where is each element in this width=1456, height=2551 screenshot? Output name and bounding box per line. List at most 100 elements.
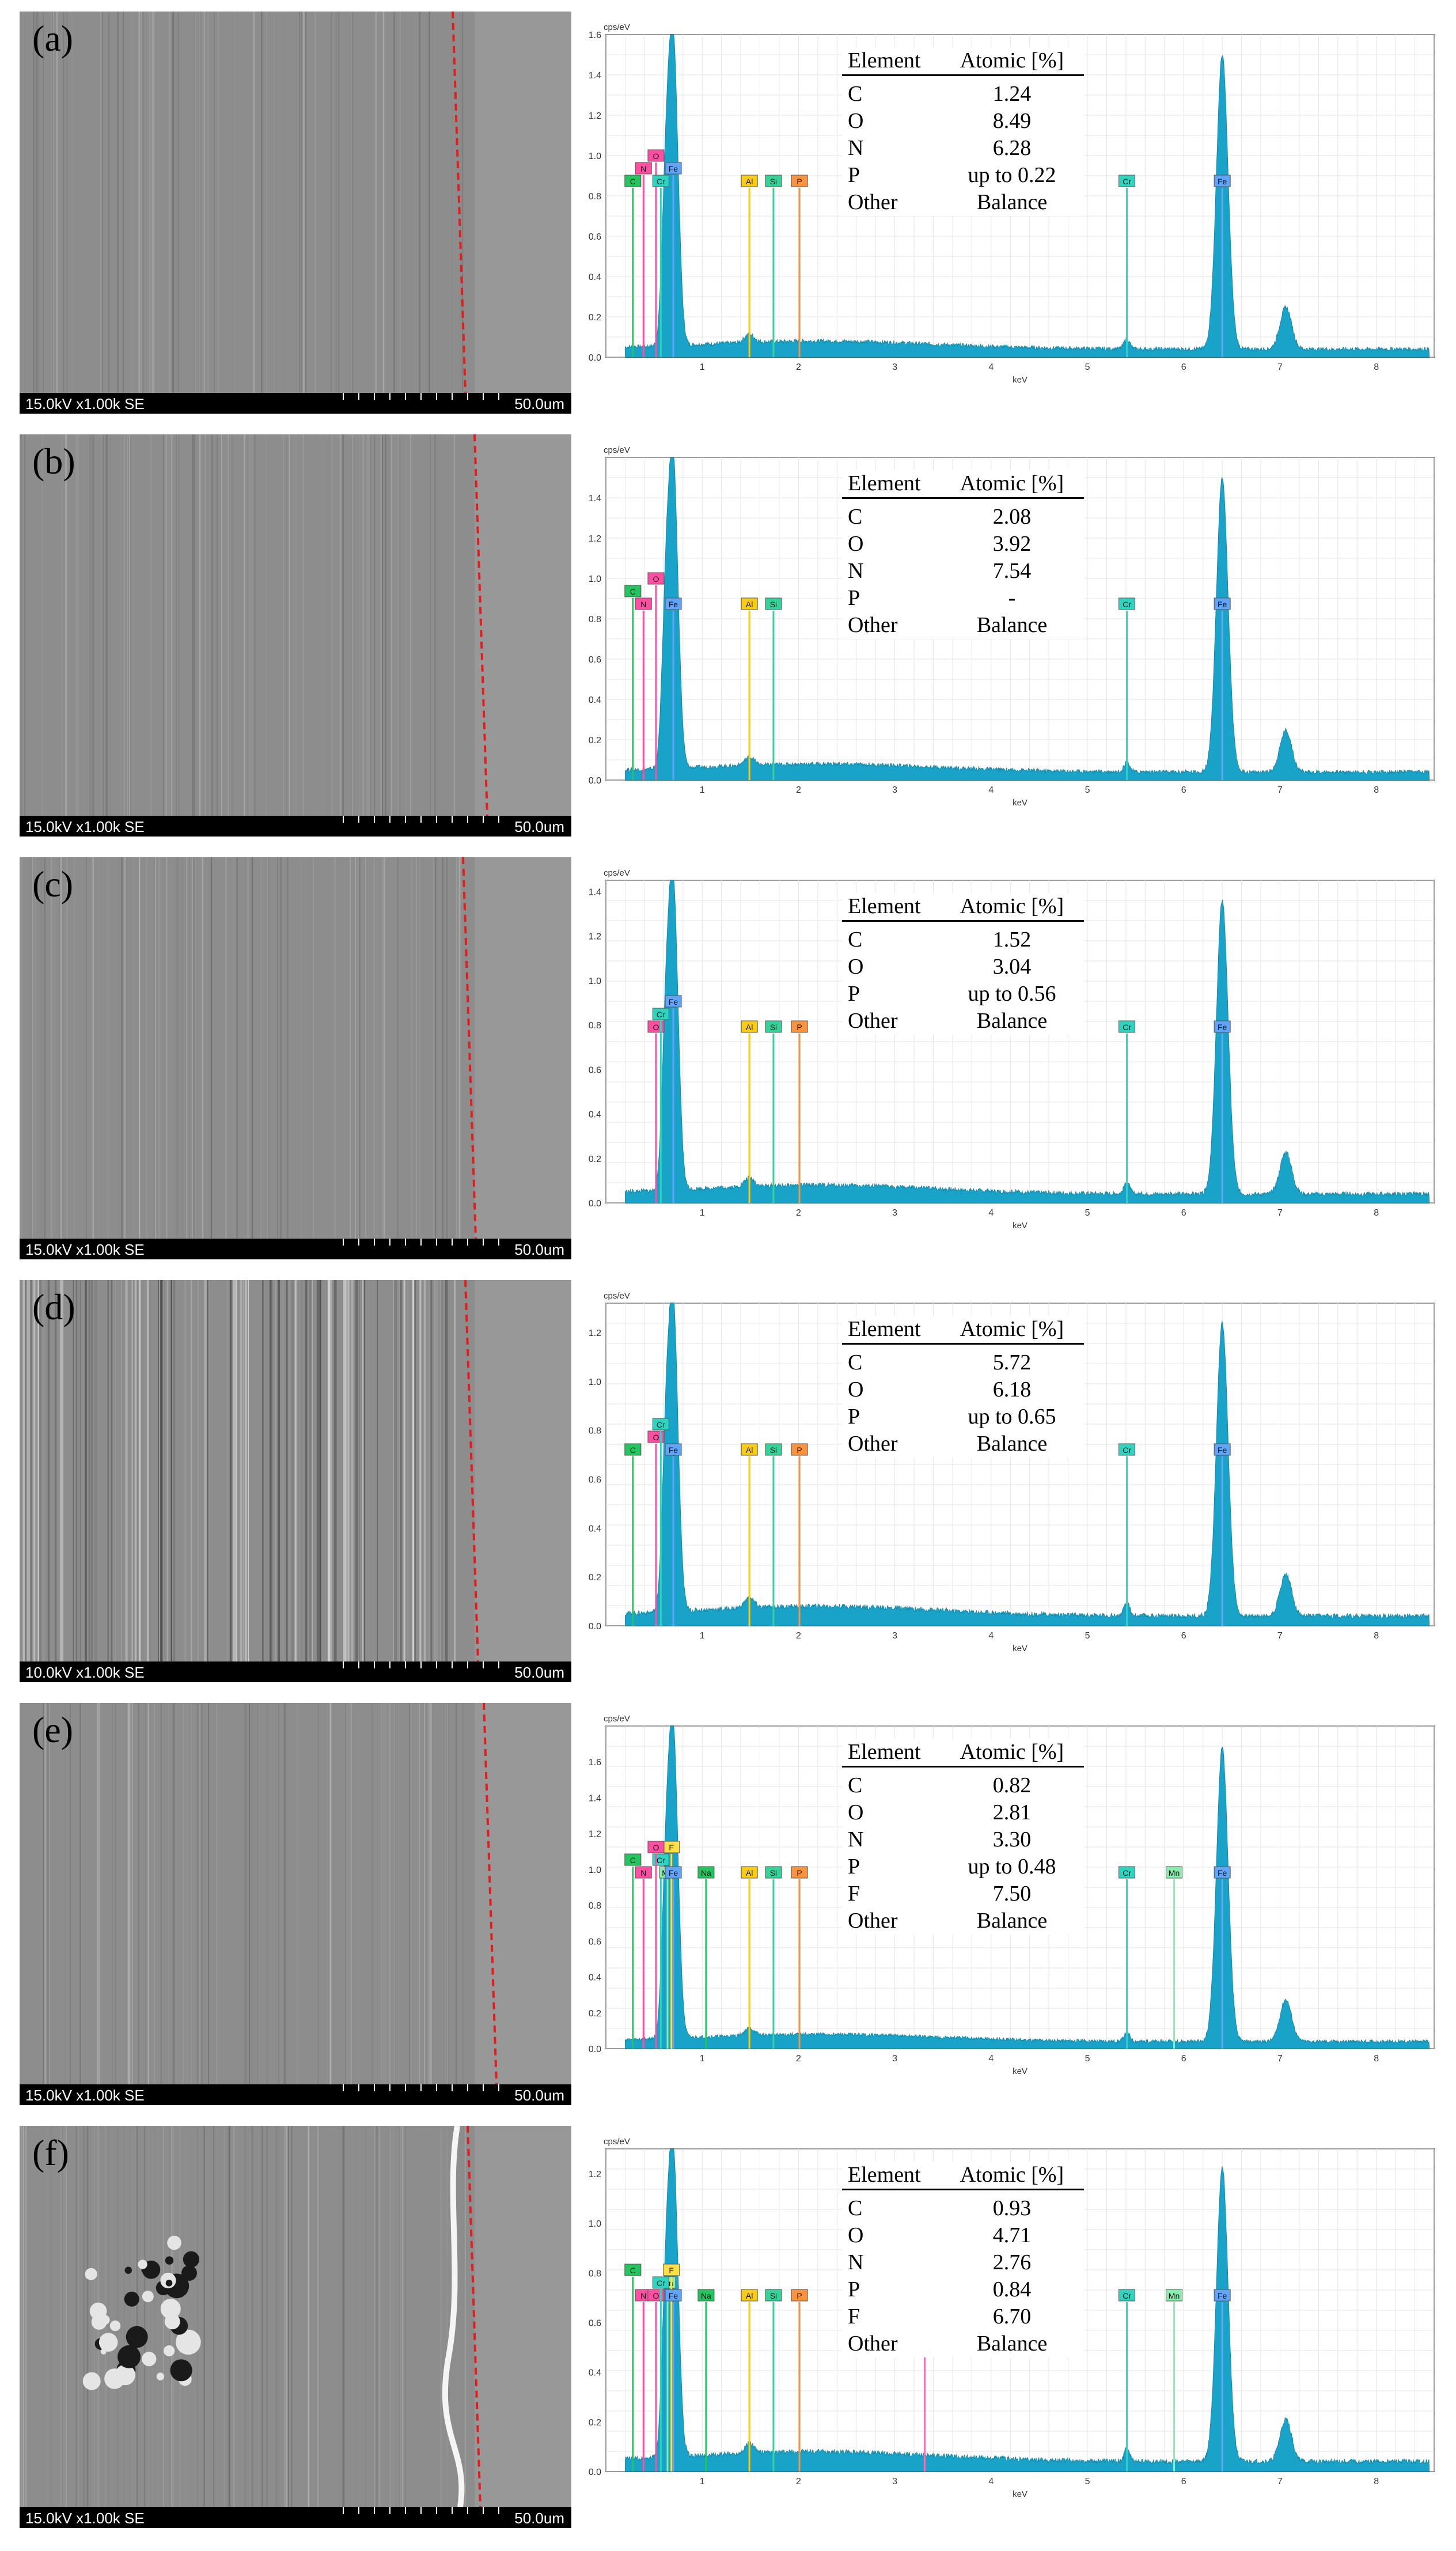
peak-tag [665, 597, 682, 610]
table-row: C 5.72 [842, 1349, 1084, 1376]
peak-label: Cr [1123, 177, 1131, 186]
x-tick-label: 8 [1374, 785, 1379, 795]
y-tick-label: 0.4 [589, 2368, 601, 2378]
sem-texture [20, 1280, 571, 1662]
y-tick-label: 1.0 [589, 574, 601, 584]
peak-label: Fe [1218, 600, 1227, 609]
table-header-row: Element Atomic [%] [842, 1316, 1084, 1345]
x-tick-label: 1 [700, 1631, 705, 1641]
element-cell: C [848, 1773, 863, 1797]
peak-label: Cr [1123, 1445, 1131, 1455]
y-tick-label: 0.2 [589, 2009, 601, 2019]
peak-label: O [653, 1433, 659, 1442]
peak-tag [665, 162, 682, 175]
peak-label: Mn [1169, 1868, 1180, 1878]
figure-panel: (d) 10.0kV x1.00k SE 50.0um 0.0 0.2 0.4 0.6 0.8… [0, 1280, 1456, 1701]
sem-scale-text: 50.0um [514, 2510, 564, 2527]
element-cell: Other [848, 613, 898, 637]
atomic-value-cell: 2.81 [992, 1800, 1032, 1825]
header-atomic: Atomic [%] [960, 2163, 1064, 2187]
peak-label: C [630, 2266, 636, 2275]
peak-label: Fe [1218, 2291, 1227, 2300]
y-tick-label: 1.0 [589, 152, 601, 161]
sem-info-bar: 15.0kV x1.00k SE 50.0um [20, 393, 571, 414]
sem-scale-text: 50.0um [514, 395, 564, 412]
x-tick-label: 7 [1277, 2477, 1283, 2486]
y-tick-label: 0.2 [589, 1155, 601, 1164]
x-tick-label: 5 [1085, 1631, 1090, 1641]
element-cell: O [848, 1377, 864, 1402]
sem-texture [20, 434, 571, 816]
table-row: P 0.84 [842, 2276, 1084, 2303]
peak-label: Cr [1123, 1868, 1131, 1878]
x-tick-label: 1 [700, 2054, 705, 2064]
peak-tag [1214, 2289, 1231, 2302]
x-tick-label: 7 [1277, 1208, 1283, 1218]
y-tick-label: 0.8 [589, 1021, 601, 1031]
y-tick-label: 1.6 [589, 31, 601, 40]
sem-micrograph: (d) 10.0kV x1.00k SE 50.0um [20, 1280, 571, 1682]
figure-panel: (a) 15.0kV x1.00k SE 50.0um 0.0 0.2 0.4 0.6 0.8… [0, 12, 1456, 432]
x-tick-label: 6 [1181, 1208, 1186, 1218]
peak-tag [647, 572, 665, 585]
element-cell: Other [848, 1009, 898, 1033]
x-tick-label: 3 [892, 1208, 897, 1218]
table-row: N 6.28 [842, 135, 1084, 162]
x-tick-label: 3 [892, 2477, 897, 2486]
x-tick-label: 7 [1277, 1631, 1283, 1641]
peak-label: Al [746, 2291, 753, 2300]
y-tick-label: 0.0 [589, 2045, 601, 2054]
x-tick-label: 6 [1181, 2477, 1186, 2486]
peak-label: Fe [669, 164, 678, 173]
spectrum-area [624, 457, 1430, 781]
element-cell: F [848, 2304, 860, 2329]
sem-acquisition-text: 15.0kV x1.00k SE [25, 2510, 145, 2527]
x-tick-label: 8 [1374, 1631, 1379, 1641]
header-atomic: Atomic [%] [960, 471, 1064, 495]
x-tick-label: 4 [988, 362, 994, 372]
spectrum-area [624, 1725, 1430, 2049]
y-tick-label: 1.2 [589, 2170, 601, 2179]
atomic-value-cell: 8.49 [992, 109, 1032, 133]
atomic-value-cell: 7.50 [992, 1882, 1032, 1906]
y-tick-label: 0.0 [589, 2467, 601, 2477]
spectrum-area [624, 880, 1430, 1203]
element-cell: C [848, 82, 863, 106]
peak-tag [741, 175, 758, 187]
sem-texture [20, 857, 571, 1239]
peak-label: Cr [1123, 2291, 1131, 2300]
x-tick-label: 5 [1085, 785, 1090, 795]
table-header-row: Element Atomic [%] [842, 893, 1084, 922]
x-axis-label: keV [1013, 798, 1027, 808]
x-tick-label: 3 [892, 2054, 897, 2064]
sem-micrograph: (f) 15.0kV x1.00k SE 50.0um [20, 2126, 571, 2528]
header-atomic: Atomic [%] [960, 48, 1064, 73]
peak-tag [697, 2289, 715, 2302]
scale-bar-ticks [343, 1239, 499, 1246]
peak-label: N [640, 600, 646, 609]
x-axis-label: keV [1013, 1644, 1027, 1653]
atomic-value-cell: Balance [976, 190, 1048, 214]
peak-tag [1214, 1020, 1231, 1033]
y-tick-label: 0.0 [589, 353, 601, 363]
atomic-value-cell: up to 0.48 [968, 1854, 1056, 1879]
peak-tag [635, 1866, 652, 1879]
peak-tag [1118, 1443, 1136, 1456]
y-tick-label: 0.8 [589, 615, 601, 624]
element-cell: O [848, 532, 864, 556]
peak-label: Si [770, 2291, 777, 2300]
sem-micrograph: (e) 15.0kV x1.00k SE 50.0um [20, 1703, 571, 2105]
peak-tag [652, 1418, 669, 1430]
peak-label: Na [701, 1868, 711, 1878]
atomic-value-cell: 2.76 [992, 2250, 1032, 2274]
y-tick-label: 1.6 [589, 1758, 601, 1767]
y-tick-label: 1.2 [589, 1329, 601, 1338]
peak-tag [1118, 2289, 1136, 2302]
y-tick-label: 1.0 [589, 1865, 601, 1875]
sem-info-bar: 15.0kV x1.00k SE 50.0um [20, 816, 571, 837]
peak-tag [1118, 175, 1136, 187]
y-tick-label: 0.6 [589, 2319, 601, 2329]
